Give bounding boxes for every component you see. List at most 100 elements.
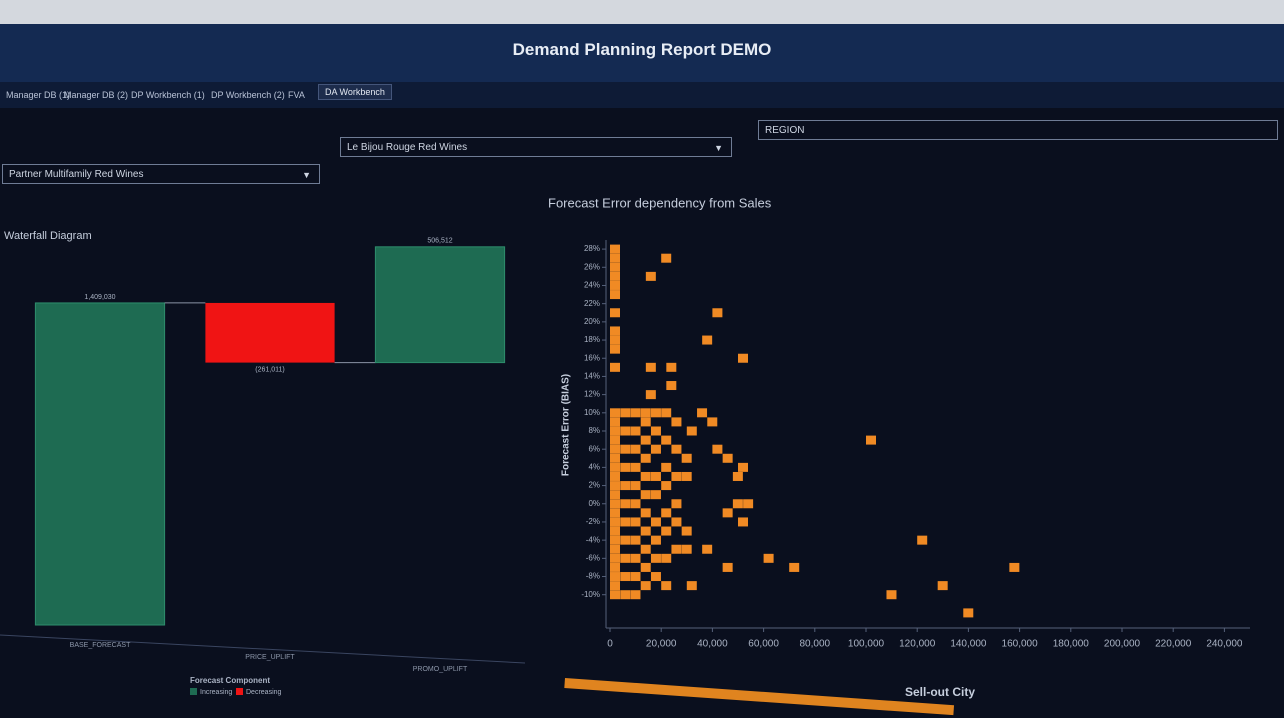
header-bar	[0, 24, 1284, 82]
tab[interactable]: Manager DB (2)	[64, 90, 129, 100]
point	[630, 590, 641, 600]
point	[738, 353, 748, 363]
point	[620, 590, 631, 600]
point	[686, 581, 697, 591]
point	[650, 471, 661, 481]
tab[interactable]: DP Workbench (2)	[211, 90, 285, 100]
y-tick-label: 16%	[584, 353, 600, 362]
point	[650, 426, 661, 436]
point	[640, 562, 651, 572]
point	[640, 508, 651, 518]
point	[610, 462, 620, 472]
point	[640, 408, 651, 418]
point	[610, 408, 620, 418]
x-tick-label: 120,000	[899, 639, 936, 650]
point	[640, 435, 651, 445]
x-tick-label: 100,000	[848, 639, 885, 650]
point	[630, 408, 641, 418]
point	[681, 471, 692, 481]
point	[743, 499, 754, 509]
legend-label: Increasing	[200, 689, 232, 696]
y-axis-label: Forecast Error (BIAS)	[561, 374, 572, 476]
point	[738, 517, 748, 527]
y-tick-label: 6%	[588, 444, 600, 453]
tab-bar	[0, 82, 1284, 108]
chart-title: Waterfall Diagram	[4, 230, 92, 242]
dropdown-text: REGION	[765, 125, 805, 136]
point	[610, 344, 620, 354]
point	[686, 426, 697, 436]
x-tick-label: PROMO_UPLIFT	[413, 666, 468, 673]
point	[610, 308, 620, 318]
point	[640, 581, 651, 591]
point	[610, 517, 620, 527]
x-tick-label: 20,000	[646, 639, 677, 650]
point	[650, 408, 661, 418]
point	[661, 481, 672, 491]
point	[610, 508, 620, 518]
point	[661, 462, 672, 472]
point	[610, 262, 620, 272]
y-tick-label: 26%	[584, 262, 600, 271]
point	[610, 362, 620, 372]
y-tick-label: 14%	[584, 372, 600, 381]
x-tick-label: 0	[607, 639, 613, 650]
report-title: Demand Planning Report DEMO	[512, 40, 772, 59]
x-axis-label: Sell-out City	[905, 685, 975, 699]
point	[671, 444, 682, 454]
point	[722, 508, 733, 518]
point	[661, 526, 672, 536]
point	[661, 435, 672, 445]
point	[620, 499, 631, 509]
tab[interactable]: Manager DB (1)	[6, 90, 71, 100]
point	[917, 535, 928, 545]
point	[630, 444, 641, 454]
point	[681, 544, 692, 554]
scroll-bar	[564, 678, 955, 716]
point	[937, 581, 948, 591]
point	[681, 526, 692, 536]
point	[650, 517, 661, 527]
point	[671, 471, 682, 481]
tab-active[interactable]: DA Workbench	[318, 84, 392, 100]
point	[620, 444, 631, 454]
point	[650, 572, 661, 582]
point	[645, 271, 656, 281]
point	[886, 590, 897, 600]
point	[620, 462, 631, 472]
tab[interactable]: DP Workbench (1)	[131, 90, 205, 100]
point	[620, 553, 631, 563]
point	[650, 535, 661, 545]
bar	[34, 302, 166, 626]
x-tick-label: 40,000	[697, 639, 728, 650]
point	[650, 490, 661, 500]
point	[707, 417, 718, 427]
y-tick-label: 24%	[584, 281, 600, 290]
point	[610, 253, 620, 263]
point	[712, 308, 723, 318]
tab[interactable]: FVA	[288, 90, 305, 100]
dropdown[interactable]: Partner Multifamily Red Wines ▼	[2, 164, 320, 184]
point	[671, 417, 682, 427]
x-tick-label: 200,000	[1104, 639, 1141, 650]
point	[630, 517, 641, 527]
point	[640, 471, 651, 481]
legend-swatch	[236, 688, 243, 695]
point	[1009, 562, 1020, 572]
point	[661, 581, 672, 591]
x-tick-label: 240,000	[1206, 639, 1243, 650]
dropdown[interactable]: Le Bijou Rouge Red Wines ▼	[340, 137, 732, 157]
point	[630, 572, 641, 582]
point	[620, 517, 631, 527]
point	[722, 562, 733, 572]
point	[702, 544, 713, 554]
data-label: 506,512	[427, 238, 452, 245]
y-tick-label: 20%	[584, 317, 600, 326]
point	[610, 453, 620, 463]
point	[666, 362, 677, 372]
dropdown[interactable]: REGION	[758, 120, 1278, 140]
point	[610, 481, 620, 491]
point	[671, 544, 682, 554]
point	[866, 435, 876, 445]
